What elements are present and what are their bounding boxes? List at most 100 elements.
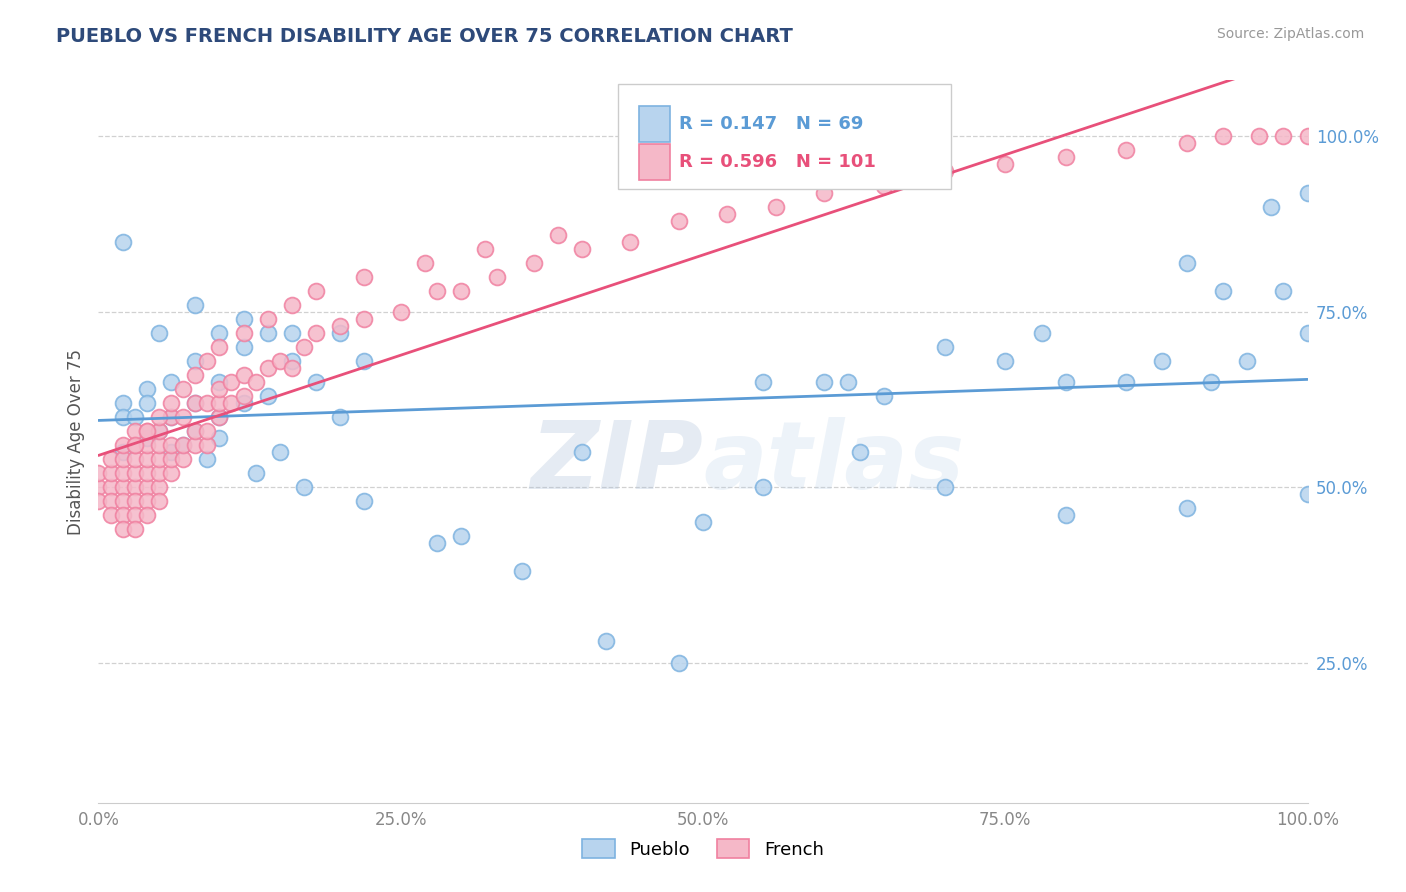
Point — [111, 438, 134, 452]
Point — [232, 340, 254, 354]
Point — [595, 634, 617, 648]
Point — [256, 311, 278, 326]
Point — [124, 494, 146, 508]
Point — [160, 409, 183, 424]
Point — [232, 326, 254, 340]
Point — [195, 452, 218, 467]
Point — [619, 235, 641, 249]
Point — [1152, 354, 1174, 368]
Point — [934, 480, 956, 494]
Point — [1115, 375, 1137, 389]
Point — [1115, 144, 1137, 158]
FancyBboxPatch shape — [638, 144, 671, 180]
Point — [256, 360, 278, 375]
Point — [135, 466, 157, 480]
Point — [994, 157, 1017, 171]
Text: ZIP: ZIP — [530, 417, 703, 509]
Point — [1296, 487, 1319, 501]
Point — [232, 389, 254, 403]
Point — [184, 298, 207, 312]
Point — [292, 480, 315, 494]
Point — [1296, 186, 1319, 200]
Point — [87, 466, 110, 480]
Point — [281, 326, 304, 340]
Point — [1054, 508, 1077, 523]
Text: atlas: atlas — [703, 417, 965, 509]
Point — [1031, 326, 1053, 340]
Point — [111, 508, 134, 523]
Point — [752, 480, 775, 494]
Point — [1212, 284, 1234, 298]
Point — [87, 480, 110, 494]
FancyBboxPatch shape — [619, 84, 950, 189]
Point — [184, 354, 207, 368]
Point — [184, 368, 207, 382]
Point — [426, 536, 449, 550]
Point — [195, 396, 218, 410]
Point — [87, 494, 110, 508]
Point — [160, 396, 183, 410]
Point — [329, 409, 352, 424]
Point — [124, 424, 146, 438]
Y-axis label: Disability Age Over 75: Disability Age Over 75 — [66, 349, 84, 534]
Point — [292, 340, 315, 354]
Point — [100, 494, 122, 508]
Point — [124, 409, 146, 424]
Point — [124, 522, 146, 536]
Text: PUEBLO VS FRENCH DISABILITY AGE OVER 75 CORRELATION CHART: PUEBLO VS FRENCH DISABILITY AGE OVER 75 … — [56, 27, 793, 45]
Point — [837, 375, 859, 389]
Point — [135, 438, 157, 452]
Point — [172, 438, 194, 452]
Point — [1199, 375, 1222, 389]
Point — [1272, 284, 1295, 298]
Point — [124, 438, 146, 452]
Point — [148, 424, 170, 438]
Point — [305, 375, 328, 389]
Point — [873, 178, 896, 193]
Point — [329, 326, 352, 340]
Point — [547, 227, 569, 242]
Point — [100, 480, 122, 494]
Point — [124, 508, 146, 523]
Point — [208, 431, 231, 445]
Point — [221, 396, 243, 410]
Point — [1054, 151, 1077, 165]
Point — [208, 409, 231, 424]
Point — [135, 396, 157, 410]
Point — [752, 375, 775, 389]
Point — [281, 298, 304, 312]
Point — [148, 438, 170, 452]
Point — [1212, 129, 1234, 144]
Point — [571, 445, 593, 459]
Point — [450, 284, 472, 298]
Point — [160, 445, 183, 459]
Point — [426, 284, 449, 298]
Point — [135, 480, 157, 494]
Point — [111, 235, 134, 249]
Point — [184, 396, 207, 410]
Point — [135, 431, 157, 445]
Point — [353, 354, 375, 368]
Point — [160, 409, 183, 424]
Point — [148, 480, 170, 494]
Point — [135, 424, 157, 438]
Point — [111, 466, 134, 480]
Point — [160, 452, 183, 467]
Point — [353, 494, 375, 508]
Point — [100, 466, 122, 480]
Point — [184, 424, 207, 438]
Point — [208, 382, 231, 396]
Point — [305, 326, 328, 340]
Point — [221, 375, 243, 389]
Point — [160, 375, 183, 389]
Point — [873, 389, 896, 403]
Point — [160, 438, 183, 452]
Point — [148, 326, 170, 340]
Point — [172, 438, 194, 452]
Point — [195, 438, 218, 452]
Text: R = 0.147   N = 69: R = 0.147 N = 69 — [679, 115, 863, 133]
Point — [994, 354, 1017, 368]
Point — [135, 508, 157, 523]
Point — [716, 206, 738, 220]
Point — [124, 452, 146, 467]
